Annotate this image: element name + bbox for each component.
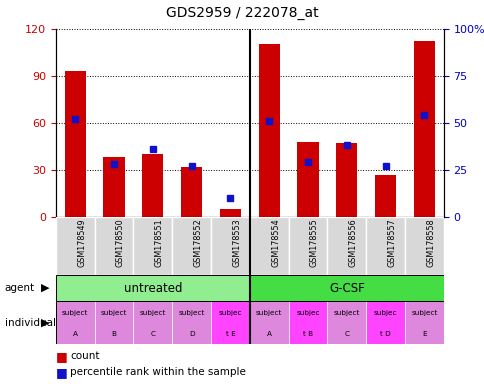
Text: t D: t D (379, 331, 390, 338)
Bar (133, 301, 172, 344)
Bar (374, 175, 395, 217)
Bar (211, 301, 249, 344)
Text: GSM178549: GSM178549 (77, 219, 86, 267)
Bar (335, 143, 357, 217)
Bar (211, 217, 249, 275)
Bar (172, 217, 211, 275)
Bar (64, 71, 86, 217)
Text: GSM178555: GSM178555 (309, 219, 318, 267)
Text: t B: t B (302, 331, 312, 338)
Text: subject: subject (333, 310, 359, 316)
Text: subject: subject (410, 310, 437, 316)
Text: D: D (188, 331, 194, 338)
Bar (249, 217, 288, 275)
Text: ■: ■ (56, 350, 67, 363)
Bar (94, 217, 133, 275)
Text: C: C (344, 331, 348, 338)
Bar (413, 41, 434, 217)
Text: subject: subject (62, 310, 88, 316)
Bar (56, 301, 94, 344)
Bar (181, 167, 202, 217)
Text: A: A (73, 331, 77, 338)
Text: GSM178552: GSM178552 (193, 219, 202, 267)
Text: t E: t E (225, 331, 235, 338)
Text: GSM178557: GSM178557 (387, 219, 396, 267)
Text: subject: subject (139, 310, 166, 316)
Text: subject: subject (101, 310, 127, 316)
Text: individual: individual (5, 318, 56, 328)
Text: subjec: subjec (373, 310, 396, 316)
Text: B: B (111, 331, 116, 338)
Text: ▶: ▶ (41, 318, 49, 328)
Bar (297, 142, 318, 217)
Bar (103, 157, 124, 217)
Text: A: A (266, 331, 271, 338)
Bar (365, 301, 404, 344)
Text: GSM178550: GSM178550 (116, 219, 125, 267)
Text: subject: subject (178, 310, 204, 316)
Text: GSM178556: GSM178556 (348, 219, 357, 267)
Bar (249, 275, 443, 301)
Bar (258, 45, 279, 217)
Bar (327, 217, 365, 275)
Text: agent: agent (5, 283, 35, 293)
Text: subjec: subjec (218, 310, 242, 316)
Bar (133, 217, 172, 275)
Bar (327, 301, 365, 344)
Bar (142, 154, 163, 217)
Text: GSM178558: GSM178558 (425, 219, 435, 267)
Text: C: C (150, 331, 155, 338)
Text: untreated: untreated (123, 281, 182, 295)
Text: count: count (70, 351, 100, 361)
Bar (404, 217, 443, 275)
Text: GSM178551: GSM178551 (154, 219, 164, 267)
Text: subjec: subjec (296, 310, 319, 316)
Text: ▶: ▶ (41, 283, 49, 293)
Bar (219, 209, 241, 217)
Bar (249, 301, 288, 344)
Bar (404, 301, 443, 344)
Text: G-CSF: G-CSF (328, 281, 364, 295)
Text: GSM178554: GSM178554 (271, 219, 280, 267)
Text: E: E (421, 331, 426, 338)
Bar (288, 217, 327, 275)
Bar (56, 275, 249, 301)
Text: percentile rank within the sample: percentile rank within the sample (70, 367, 246, 377)
Text: ■: ■ (56, 366, 67, 379)
Text: subject: subject (256, 310, 282, 316)
Text: GDS2959 / 222078_at: GDS2959 / 222078_at (166, 7, 318, 20)
Bar (94, 301, 133, 344)
Bar (172, 301, 211, 344)
Bar (365, 217, 404, 275)
Bar (56, 217, 94, 275)
Text: GSM178553: GSM178553 (232, 219, 241, 267)
Bar (288, 301, 327, 344)
